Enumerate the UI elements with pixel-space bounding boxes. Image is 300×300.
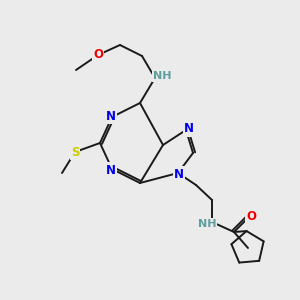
Text: O: O xyxy=(246,209,256,223)
Text: N: N xyxy=(174,167,184,181)
Text: N: N xyxy=(106,110,116,122)
Text: NH: NH xyxy=(153,71,171,81)
Text: N: N xyxy=(184,122,194,136)
Text: O: O xyxy=(93,49,103,62)
Text: N: N xyxy=(106,164,116,176)
Text: NH: NH xyxy=(198,219,216,229)
Text: S: S xyxy=(71,146,79,158)
Text: methoxy: methoxy xyxy=(74,65,80,66)
